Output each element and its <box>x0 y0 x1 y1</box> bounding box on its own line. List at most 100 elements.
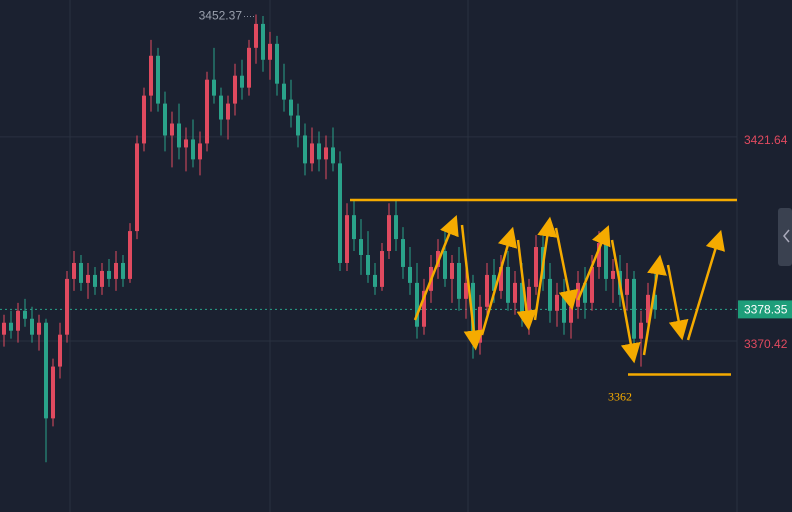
candle-body <box>51 366 55 419</box>
candle-body <box>408 266 412 283</box>
candle-body <box>471 282 475 343</box>
candle-body <box>135 143 139 232</box>
candle-body <box>2 322 6 335</box>
candle-body <box>345 215 349 263</box>
candle-body <box>324 147 328 160</box>
candle-body <box>268 43 272 60</box>
annotation-arrows <box>413 215 725 364</box>
candle-body <box>233 75 237 104</box>
candle-body <box>478 306 482 343</box>
candle-body <box>310 143 314 164</box>
candle-body <box>30 318 34 335</box>
candle-body <box>590 266 594 303</box>
candle-body <box>639 322 643 339</box>
high-label: 3452.37 <box>199 9 243 23</box>
candle-body <box>499 266 503 291</box>
y-tick-label: 3370.42 <box>744 337 788 351</box>
candle-body <box>114 262 118 279</box>
candle-body <box>121 262 125 279</box>
candle-body <box>9 322 13 331</box>
candle-body <box>457 262 461 299</box>
candle-body <box>520 282 524 315</box>
candle-body <box>394 215 398 240</box>
candle-body <box>205 79 209 144</box>
candle-body <box>296 115 300 136</box>
candle-body <box>86 274 90 283</box>
candle-body <box>534 247 538 287</box>
candle-body <box>247 47 251 88</box>
candle-body <box>191 139 195 160</box>
candle-body <box>58 334 62 367</box>
candle-body <box>254 23 258 48</box>
candle-body <box>485 274 489 307</box>
candle-body <box>387 215 391 252</box>
candle-body <box>569 306 573 323</box>
candle-body <box>100 270 104 287</box>
candle-body <box>177 123 181 148</box>
candle-body <box>548 278 552 311</box>
candle-body <box>492 274 496 291</box>
candle-body <box>79 262 83 283</box>
candle-body <box>261 23 265 60</box>
candle-body <box>562 294 566 323</box>
candle-body <box>632 278 636 339</box>
candle-body <box>212 79 216 96</box>
candle-body <box>128 231 132 279</box>
candle-body <box>380 251 384 287</box>
candle-body <box>464 282 468 299</box>
candle-body <box>303 135 307 164</box>
candle-body <box>450 262 454 279</box>
side-panel-icon <box>783 229 790 243</box>
candle-body <box>401 239 405 267</box>
candle-body <box>646 294 650 323</box>
candle-body <box>72 262 76 279</box>
candle-body <box>44 322 48 419</box>
candle-body <box>184 139 188 148</box>
candle-body <box>331 147 335 164</box>
candle-body <box>506 266 510 303</box>
candle-body <box>170 123 174 136</box>
candle-body <box>338 163 342 263</box>
candle-body <box>359 239 363 256</box>
candle-body <box>625 278 629 295</box>
y-tick-label: 3421.64 <box>744 133 788 147</box>
candle-body <box>149 55 153 96</box>
candle-body <box>422 290 426 327</box>
candle-body <box>527 286 531 315</box>
candle-body <box>240 75 244 88</box>
candle-body <box>163 103 167 136</box>
candle-body <box>142 95 146 144</box>
candle-body <box>275 43 279 84</box>
last-price-box <box>738 300 792 319</box>
support-label: 3362 <box>608 389 632 403</box>
candle-body <box>352 215 356 240</box>
candle-body <box>156 55 160 104</box>
candle-body <box>373 274 377 287</box>
candle-body <box>16 310 20 331</box>
candle-body <box>611 270 615 279</box>
candle-body <box>23 310 27 319</box>
candle-body <box>597 243 601 267</box>
candle-body <box>65 278 69 335</box>
candle-body <box>282 83 286 100</box>
candle-body <box>37 322 41 335</box>
candle-body <box>107 270 111 279</box>
candle-body <box>555 294 559 311</box>
candle-body <box>289 99 293 116</box>
candle-body <box>443 251 447 279</box>
candle-body <box>366 255 370 275</box>
candle-body <box>219 95 223 120</box>
candle-body <box>198 143 202 160</box>
candle-body <box>93 274 97 287</box>
vertical-grid <box>69 0 738 512</box>
candle-body <box>226 103 230 120</box>
last-price-label: 3378.35 <box>744 303 788 317</box>
candle-body <box>513 282 517 303</box>
candle-body <box>583 282 587 303</box>
candle-body <box>653 294 657 310</box>
candle-body <box>317 143 321 160</box>
candle-body <box>415 282 419 327</box>
candle-body <box>604 243 608 279</box>
